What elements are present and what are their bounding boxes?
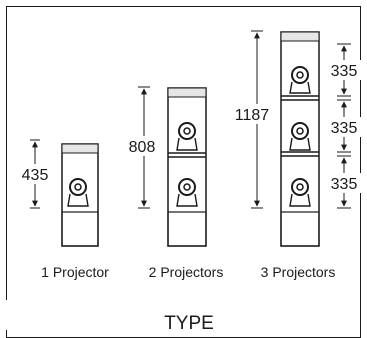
diagram-frame [6, 6, 361, 338]
diagram-title: TYPE [164, 313, 214, 334]
caption-2-projectors: 2 Projectors [149, 264, 224, 280]
projector-icon [176, 178, 198, 207]
tower-1-projector [61, 143, 99, 247]
height-label-1: 435 [22, 167, 49, 184]
module-label-top: 335 [331, 63, 358, 80]
height-label-3: 1187 [235, 107, 270, 124]
projector-icon [289, 122, 311, 151]
projector-icon [289, 178, 311, 207]
module-dimensions [326, 43, 362, 209]
height-dimension-3 [229, 30, 275, 209]
projector-icon [289, 66, 311, 94]
tower-3-projectors [280, 31, 320, 247]
tower-2-projectors [167, 87, 207, 247]
height-dimension-2 [124, 86, 164, 209]
module-label-middle: 335 [331, 120, 358, 137]
caption-3-projectors: 3 Projectors [261, 264, 336, 280]
projector-icon [67, 178, 89, 207]
height-dimension-1 [17, 139, 53, 209]
caption-1-projector: 1 Projector [41, 264, 109, 280]
height-label-2: 808 [129, 139, 156, 156]
projector-icon [176, 122, 198, 151]
module-label-bottom: 335 [331, 176, 358, 193]
